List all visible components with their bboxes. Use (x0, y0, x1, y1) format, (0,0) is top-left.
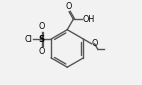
Text: O: O (38, 22, 45, 31)
Text: O: O (38, 47, 45, 56)
Text: O: O (92, 39, 98, 48)
Text: O: O (65, 2, 72, 11)
Text: S: S (39, 35, 45, 44)
Text: OH: OH (82, 15, 94, 24)
Text: Cl: Cl (25, 35, 33, 44)
